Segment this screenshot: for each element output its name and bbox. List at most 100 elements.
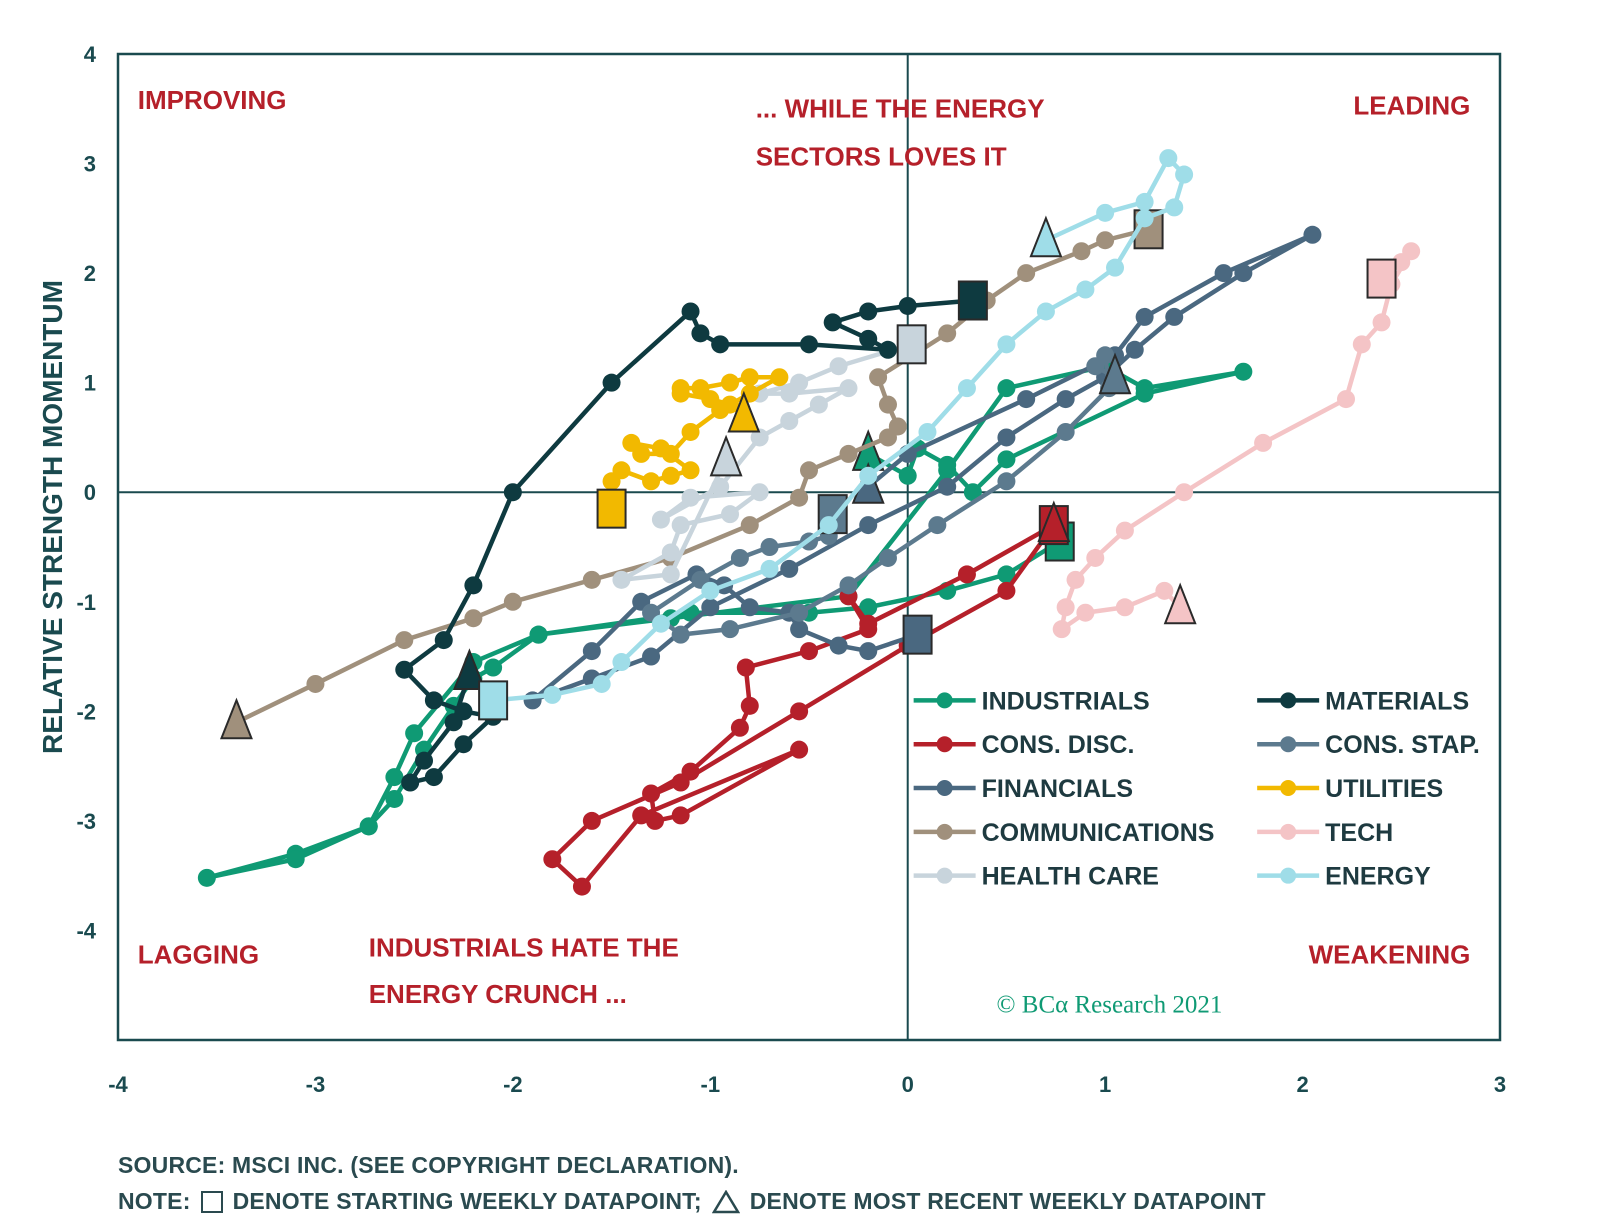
data-point [1056, 598, 1075, 617]
data-point [859, 329, 878, 348]
data-point [750, 483, 769, 502]
data-point [395, 631, 414, 650]
end-triangle-marker [219, 697, 253, 740]
data-point [395, 660, 414, 679]
data-point [582, 811, 601, 830]
data-point [454, 735, 473, 754]
data-point [829, 357, 848, 376]
data-point [750, 428, 769, 447]
data-point [444, 713, 463, 732]
legend-label: CONS. DISC. [982, 731, 1135, 759]
end-triangle-marker [452, 648, 486, 690]
data-point [681, 422, 700, 441]
data-point [681, 302, 700, 321]
data-point [1234, 362, 1253, 381]
annotation-text: SECTORS LOVES IT [756, 142, 1007, 172]
data-point [1159, 149, 1178, 168]
series-cons-disc- [543, 500, 1071, 896]
y-tick-label: 3 [84, 152, 96, 177]
data-point [632, 444, 651, 463]
data-point [938, 477, 957, 496]
legend-label: MATERIALS [1325, 687, 1469, 715]
data-point [1372, 313, 1391, 332]
data-point [671, 625, 690, 644]
watermark: © BCα Research 2021 [997, 992, 1223, 1019]
legend-label: FINANCIALS [982, 775, 1133, 803]
data-point [701, 581, 720, 600]
data-point [464, 576, 483, 595]
data-point [1175, 165, 1194, 184]
marker-note: NOTE: DENOTE STARTING WEEKLY DATAPOINT; … [118, 1188, 1266, 1215]
data-point [306, 674, 325, 693]
series-line [1059, 248, 1414, 632]
legend-swatch-dot [936, 780, 953, 797]
data-point [1402, 242, 1421, 261]
data-point [1234, 264, 1253, 283]
end-triangle-marker [1163, 582, 1197, 625]
data-point [740, 598, 759, 617]
data-point [671, 516, 690, 535]
data-point [721, 620, 740, 639]
data-point [760, 538, 779, 556]
data-point [1096, 203, 1115, 222]
legend-item: CONS. STAP. [1257, 731, 1480, 759]
data-point [780, 559, 799, 578]
data-point [1086, 548, 1105, 567]
data-point [464, 609, 483, 628]
data-point [1165, 198, 1184, 217]
x-tick-label: -3 [306, 1072, 326, 1097]
end-triangle-marker [1029, 215, 1063, 258]
data-point [661, 543, 680, 562]
data-point [1254, 433, 1273, 452]
data-point [878, 428, 897, 447]
data-point [503, 483, 522, 502]
note-triangle-text: DENOTE MOST RECENT WEEKLY DATAPOINT [749, 1188, 1266, 1214]
rrg-chart: -4 -3 -2 -1 0 1 2 3 4 3 2 1 0 -1 -2 -3 -4 RELATIVE STRENG… [37, 42, 1506, 1120]
annotation-text: INDUSTRIALS HATE THE [369, 933, 679, 963]
data-point [359, 817, 378, 836]
data-point [823, 313, 842, 332]
data-point [839, 444, 858, 463]
y-tick-label: 4 [84, 42, 97, 67]
legend-label: CONS. STAP. [1325, 731, 1480, 759]
source-note: SOURCE: MSCI INC. (SEE COPYRIGHT DECLARA… [118, 1152, 739, 1178]
data-point [711, 335, 730, 354]
triangle-marker-icon [711, 1189, 740, 1213]
data-point [740, 368, 759, 387]
data-point [434, 631, 453, 650]
quadrant-label-leading: LEADING [1353, 90, 1470, 120]
legend-item: TECH [1257, 819, 1393, 847]
legend-swatch-dot [1280, 823, 1297, 840]
data-point [1052, 620, 1071, 639]
annotation-text: ... WHILE THE ENERGY [756, 94, 1045, 124]
data-point [385, 768, 404, 787]
data-point [681, 488, 700, 507]
data-point [286, 850, 305, 869]
data-point [582, 642, 601, 661]
legend-swatch-dot [1280, 736, 1297, 753]
data-point [701, 598, 720, 617]
data-point [671, 384, 690, 403]
data-point [997, 335, 1016, 354]
note-label: NOTE: [118, 1188, 191, 1214]
data-point [572, 877, 591, 896]
data-point [1337, 390, 1356, 409]
data-point [997, 450, 1016, 469]
data-point [592, 674, 611, 693]
data-point [839, 379, 858, 398]
data-point [1115, 598, 1134, 617]
data-point [1066, 570, 1085, 589]
x-tick-label: -4 [108, 1072, 128, 1097]
y-tick-label: -2 [76, 699, 96, 724]
data-point [642, 784, 661, 803]
data-point [859, 620, 878, 639]
data-point [1017, 390, 1036, 409]
legend-swatch-dot [936, 823, 953, 840]
y-tick-label: -3 [76, 809, 96, 834]
legend-swatch-dot [1280, 780, 1297, 797]
start-square-marker [478, 680, 509, 721]
y-tick-label: 2 [84, 261, 96, 286]
data-point [721, 373, 740, 392]
legend-swatch-dot [936, 867, 953, 884]
legend-item: COMMUNICATIONS [913, 819, 1214, 847]
